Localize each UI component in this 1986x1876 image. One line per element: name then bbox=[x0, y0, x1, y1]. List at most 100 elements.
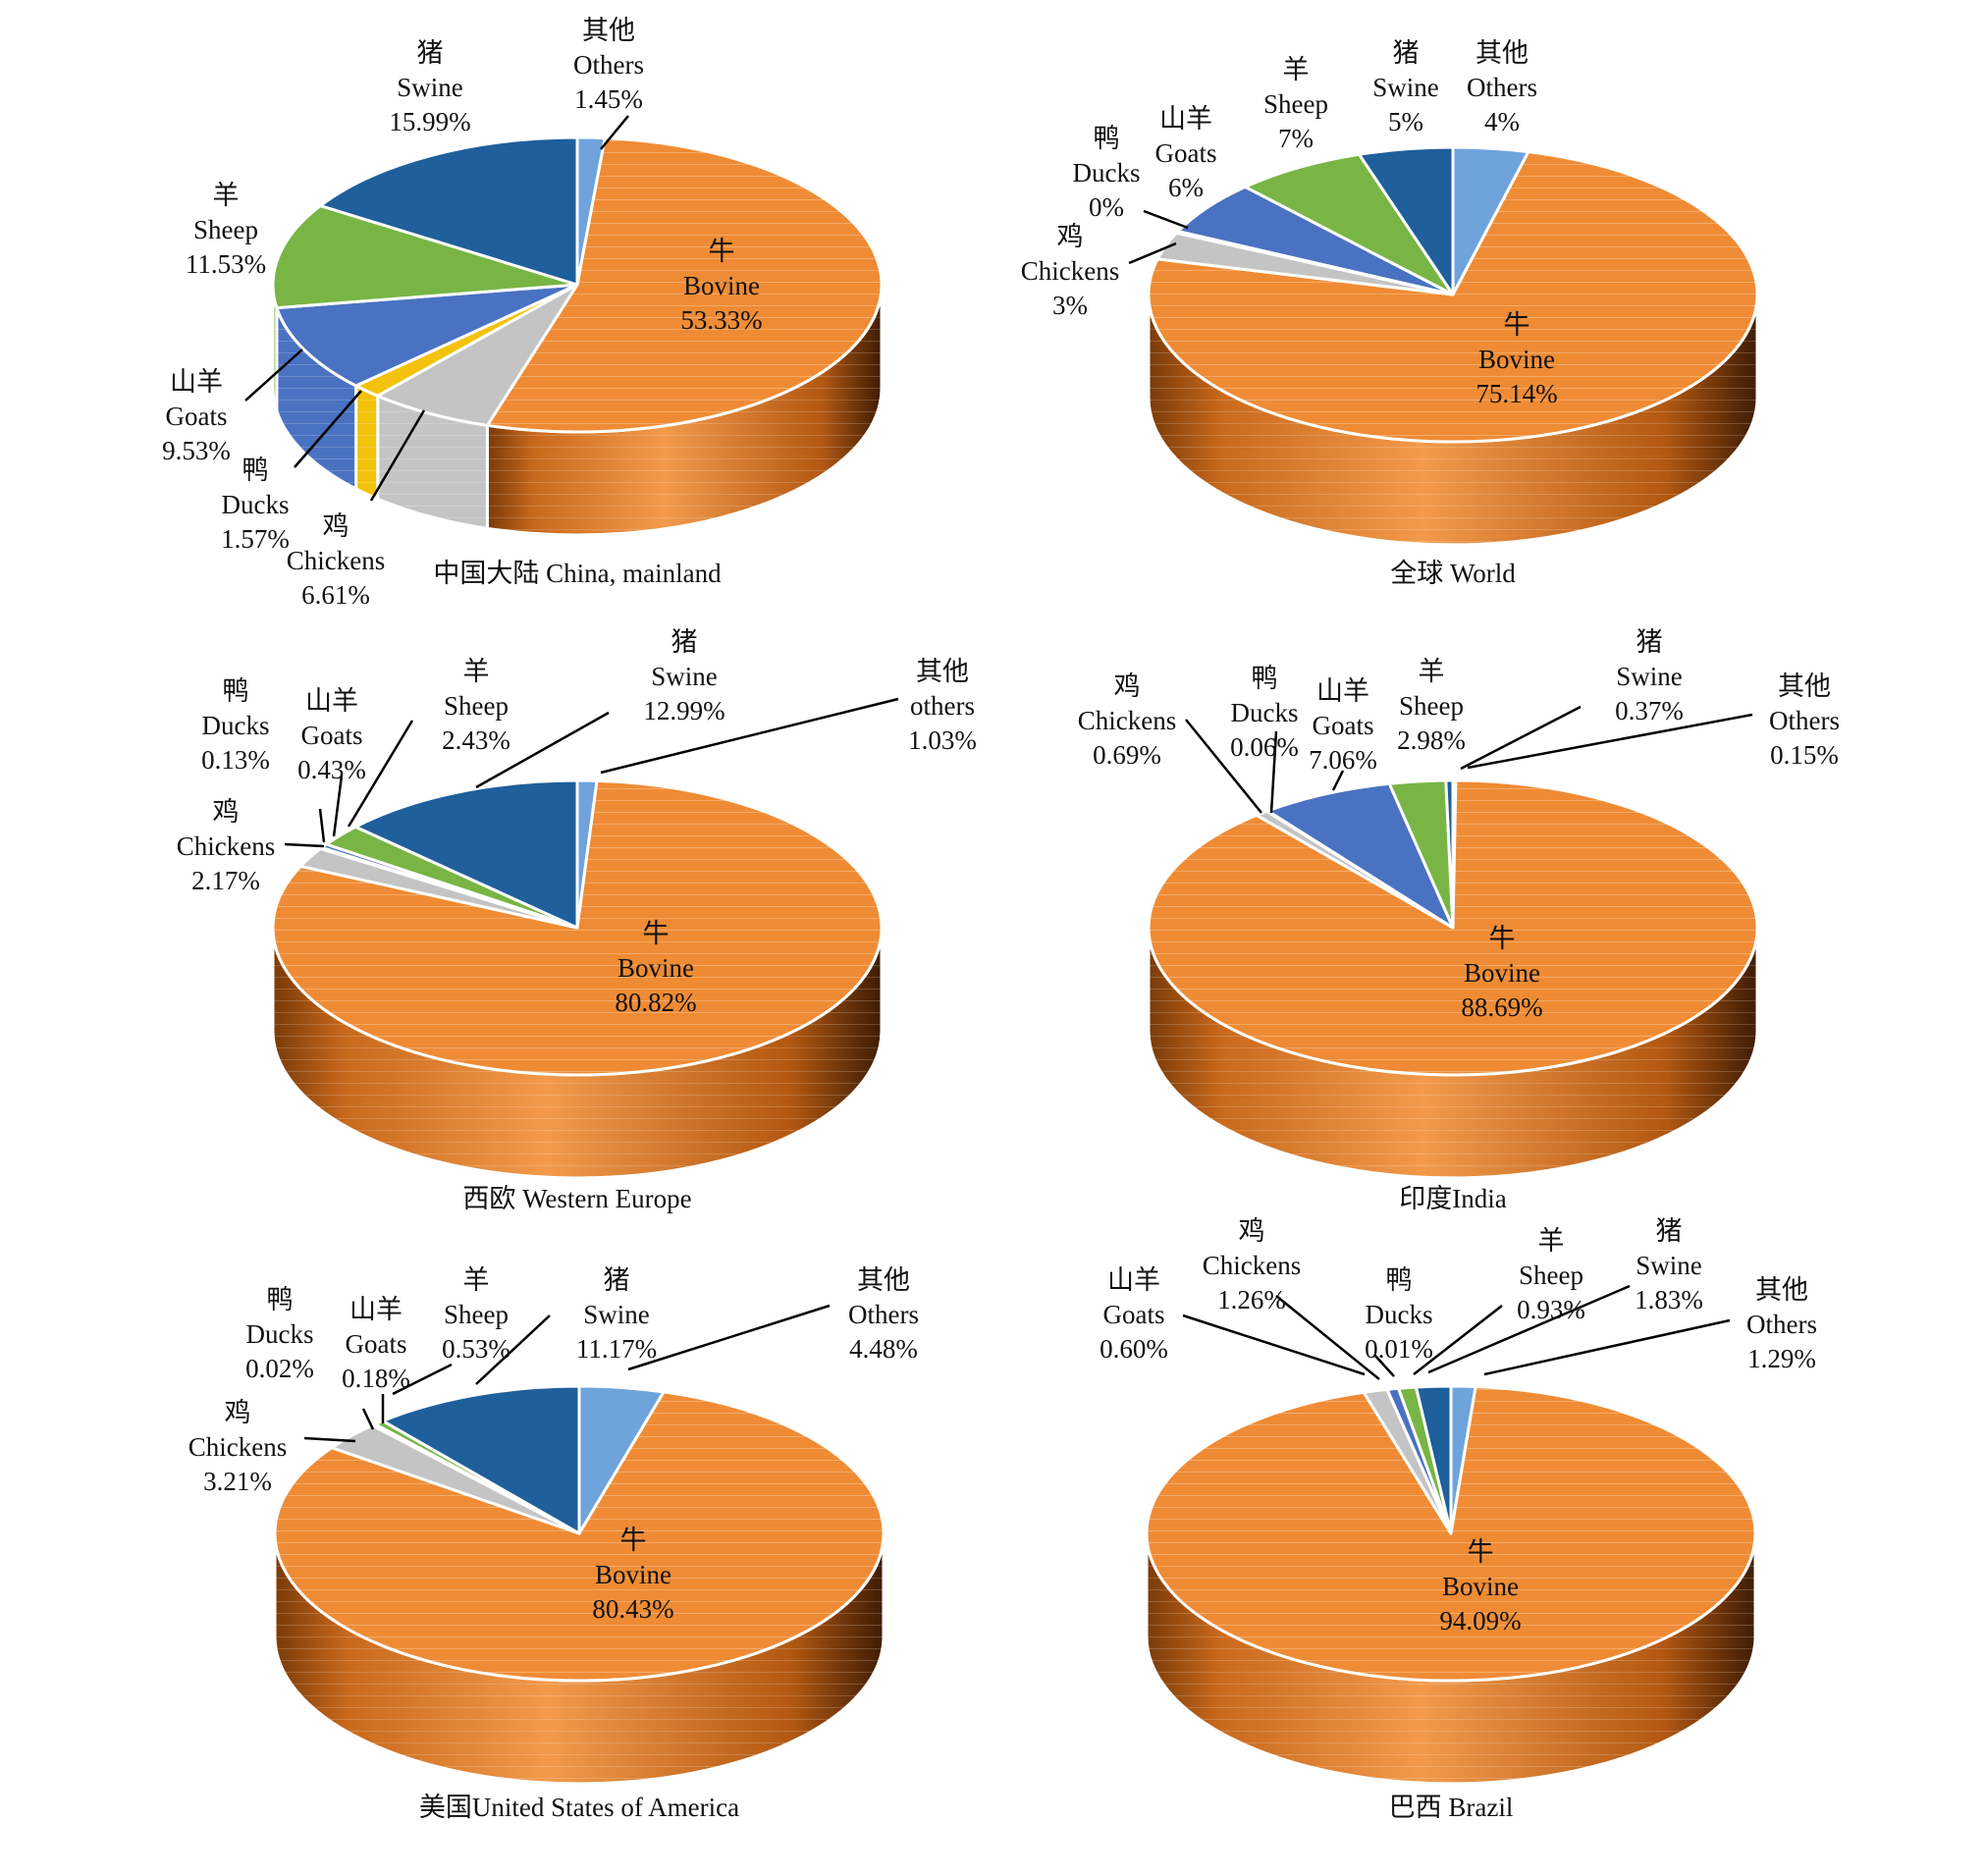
pie-chart-brazil: 其他 Others 1.29% 牛 Bovine 94.09% 鸡 Chickens 1.26%… bbox=[1100, 1216, 1817, 1822]
pie-labels: 其他 Others 1.29% 牛 Bovine 94.09% 鸡 Chickens 1.26%… bbox=[1100, 1216, 1817, 1635]
leader-line-swine bbox=[475, 1314, 551, 1385]
pie-labels: 其他 Others 4% 牛 Bovine 75.14% 鸡 Chickens 3%鸭 Ducks… bbox=[1021, 38, 1558, 408]
leader-line-ducks bbox=[1373, 1354, 1395, 1377]
data-label-ducks: 鸭 Ducks 0.02% bbox=[245, 1285, 314, 1383]
leader-line-sheep bbox=[392, 1363, 453, 1396]
pie-slice-swine bbox=[1358, 145, 1455, 296]
data-label-bovine: 牛 Bovine 88.69% bbox=[1461, 924, 1542, 1022]
data-label-ducks: 鸭 Ducks 0% bbox=[1073, 124, 1141, 222]
data-label-chickens: 鸡 Chickens 0.69% bbox=[1078, 671, 1177, 770]
chart-title: 西欧 Western Europe bbox=[462, 1184, 691, 1213]
data-label-bovine: 牛 Bovine 94.09% bbox=[1439, 1537, 1521, 1635]
pie-slice-goats bbox=[275, 283, 579, 388]
data-label-swine: 猪 Swine 1.83% bbox=[1635, 1216, 1703, 1314]
leader-line-others bbox=[600, 115, 629, 150]
pie-slice-swine bbox=[1414, 1384, 1453, 1535]
leader-line-swine bbox=[1427, 1284, 1631, 1374]
chart-title: 美国United States of America bbox=[419, 1793, 739, 1822]
leader-line-others bbox=[627, 1304, 831, 1371]
chart-title: 巴西 Brazil bbox=[1389, 1793, 1514, 1822]
data-label-goats: 山羊 Goats 7.06% bbox=[1309, 676, 1377, 775]
data-label-goats: 山羊 Goats 0.60% bbox=[1100, 1265, 1168, 1364]
data-label-ducks: 鸭 Ducks 0.01% bbox=[1365, 1265, 1433, 1364]
leader-line-others bbox=[600, 697, 899, 775]
pie-slice-swine bbox=[1444, 778, 1455, 930]
pie-side-texture bbox=[377, 396, 488, 529]
pie-labels: 其他 Others 0.15% 牛 Bovine 88.69% 鸡 Chickens 0.69%… bbox=[1078, 627, 1840, 1022]
data-label-others: 其他 Others 1.29% bbox=[1746, 1275, 1817, 1373]
pie-side-texture bbox=[1149, 295, 1757, 545]
leader-line-chickens bbox=[303, 1436, 356, 1443]
pie-top bbox=[1147, 778, 1759, 1077]
leader-line-chickens bbox=[284, 842, 325, 848]
pie-chart-china-mainland: 其他 Others 1.45% 牛 Bovine 53.33% 鸡 Chickens 6.61%… bbox=[162, 16, 884, 610]
data-label-goats: 山羊 Goats 0.43% bbox=[297, 686, 366, 784]
pie-labels: 其他 Others 4.48% 牛 Bovine 80.43% 鸡 Chickens 3.21%… bbox=[188, 1265, 919, 1624]
pie-slice-texture bbox=[487, 137, 882, 433]
data-label-others: 其他 Others 4% bbox=[1467, 38, 1537, 136]
data-label-sheep: 羊 Sheep 0.53% bbox=[442, 1265, 510, 1364]
data-label-ducks: 鸭 Ducks 0.13% bbox=[201, 676, 270, 775]
pie-slice-texture bbox=[275, 1391, 885, 1681]
data-label-bovine: 牛 Bovine 75.14% bbox=[1476, 310, 1557, 408]
pie-side-texture bbox=[1149, 928, 1757, 1178]
data-label-sheep: 羊 Sheep 2.43% bbox=[442, 657, 510, 755]
data-label-goats: 山羊 Goats 0.18% bbox=[342, 1295, 410, 1393]
pie-slice-swine bbox=[381, 1384, 581, 1535]
pie-slice-swine bbox=[353, 778, 579, 930]
leader-line-others bbox=[1483, 1318, 1731, 1376]
pie-side-texture bbox=[487, 285, 882, 536]
leader-line-swine bbox=[475, 711, 610, 789]
leader-line-goats bbox=[1331, 770, 1345, 791]
data-label-chickens: 鸡 Chickens 3% bbox=[1021, 222, 1120, 320]
leader-line-chickens bbox=[1185, 719, 1262, 814]
leader-line-chickens bbox=[369, 409, 426, 502]
data-label-others: 其他 Others 4.48% bbox=[848, 1265, 919, 1364]
pie-slice-swine bbox=[318, 135, 579, 287]
leader-line-ducks bbox=[1269, 730, 1278, 814]
chart-title: 印度India bbox=[1399, 1184, 1506, 1213]
pie-slice-sheep bbox=[1243, 152, 1455, 296]
data-label-swine: 猪 Swine 15.99% bbox=[389, 38, 470, 136]
pie-side-texture bbox=[355, 385, 378, 500]
leader-line-swine bbox=[1460, 705, 1582, 771]
leader-line-sheep bbox=[1413, 1305, 1503, 1375]
pie-chart-western-europe: 其他 others 1.03% 牛 Bovine 80.82% 鸡 Chickens 2.17%… bbox=[177, 627, 977, 1213]
pie-slice-texture bbox=[1149, 151, 1758, 442]
data-label-sheep: 羊 Sheep 2.98% bbox=[1397, 657, 1466, 755]
pie-labels: 其他 Others 1.45% 牛 Bovine 53.33% 鸡 Chickens 6.61%… bbox=[162, 16, 763, 610]
data-label-others: 其他 others 1.03% bbox=[908, 657, 977, 755]
data-label-swine: 猪 Swine 5% bbox=[1372, 38, 1439, 136]
data-label-chickens: 鸡 Chickens 6.61% bbox=[287, 511, 386, 610]
leader-line-ducks bbox=[294, 390, 362, 468]
leader-line-goats bbox=[1182, 1313, 1366, 1376]
pie-top bbox=[1147, 145, 1759, 444]
data-label-ducks: 鸭 Ducks 1.57% bbox=[221, 456, 290, 554]
pie-side-texture bbox=[273, 928, 882, 1178]
leader-line-sheep bbox=[347, 720, 414, 828]
data-label-swine: 猪 Swine 11.17% bbox=[576, 1265, 657, 1364]
data-label-goats: 山羊 Goats 6% bbox=[1155, 104, 1217, 202]
leader-line-chickens bbox=[1275, 1295, 1380, 1380]
leader-line-chickens bbox=[1128, 241, 1177, 265]
leader-line-goats bbox=[332, 775, 344, 837]
pie-top bbox=[1145, 1384, 1757, 1683]
data-label-swine: 猪 Swine 12.99% bbox=[643, 627, 725, 725]
data-label-bovine: 牛 Bovine 80.82% bbox=[615, 919, 696, 1017]
data-label-goats: 山羊 Goats 9.53% bbox=[162, 367, 231, 465]
pie-side-texture bbox=[273, 285, 277, 411]
pie-labels: 其他 others 1.03% 牛 Bovine 80.82% 鸡 Chickens 2.17%… bbox=[177, 627, 977, 1017]
data-label-chickens: 鸡 Chickens 3.21% bbox=[188, 1398, 288, 1496]
leader-line-others bbox=[1467, 713, 1753, 770]
pie-top bbox=[271, 135, 884, 434]
pie-side-texture bbox=[275, 1533, 884, 1784]
data-label-bovine: 牛 Bovine 80.43% bbox=[592, 1526, 673, 1624]
leader-line-ducks bbox=[1143, 209, 1189, 230]
data-label-sheep: 羊 Sheep 11.53% bbox=[186, 181, 266, 279]
data-label-others: 其他 Others 1.45% bbox=[573, 16, 644, 114]
pie-top bbox=[271, 778, 884, 1077]
pie-chart-india: 其他 Others 0.15% 牛 Bovine 88.69% 鸡 Chickens 0.69%… bbox=[1078, 627, 1840, 1213]
data-label-others: 其他 Others 0.15% bbox=[1769, 671, 1840, 770]
data-label-chickens: 鸡 Chickens 2.17% bbox=[177, 797, 276, 895]
